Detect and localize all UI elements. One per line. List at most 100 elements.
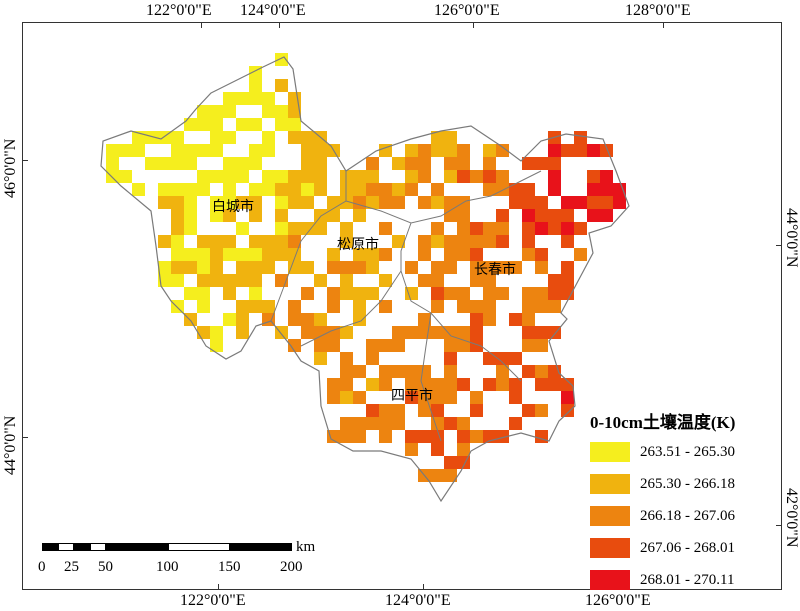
grid-cell	[249, 300, 262, 313]
grid-cell	[548, 183, 561, 196]
grid-cell	[379, 339, 392, 352]
right-lat-label: 44°0'0"N	[783, 208, 800, 268]
grid-cell	[444, 144, 457, 157]
grid-cell	[301, 144, 314, 157]
grid-cell	[548, 326, 561, 339]
grid-cell	[327, 248, 340, 261]
grid-cell	[314, 274, 327, 287]
grid-cell	[106, 144, 119, 157]
grid-cell	[249, 209, 262, 222]
grid-cell	[457, 378, 470, 391]
grid-cell	[522, 326, 535, 339]
legend-swatch	[590, 538, 630, 558]
grid-cell	[431, 469, 444, 482]
left-lat-label: 46°0'0"N	[2, 138, 19, 198]
grid-cell	[184, 196, 197, 209]
grid-cell	[158, 157, 171, 170]
grid-cell	[314, 326, 327, 339]
grid-cell	[275, 79, 288, 92]
grid-cell	[379, 378, 392, 391]
grid-cell	[392, 196, 405, 209]
grid-cell	[262, 261, 275, 274]
grid-cell	[548, 287, 561, 300]
scale-bar-unit: km	[296, 539, 316, 555]
grid-cell	[470, 430, 483, 443]
grid-cell	[522, 404, 535, 417]
legend-label: 265.30 - 266.18	[640, 475, 735, 492]
grid-cell	[431, 287, 444, 300]
grid-cell	[249, 287, 262, 300]
grid-cell	[535, 222, 548, 235]
grid-cell	[587, 209, 600, 222]
grid-cell	[509, 378, 522, 391]
grid-cell	[236, 196, 249, 209]
grid-cell	[314, 339, 327, 352]
grid-cell	[431, 183, 444, 196]
grid-cell	[444, 326, 457, 339]
grid-cell	[600, 196, 613, 209]
grid-cell	[197, 274, 210, 287]
grid-cell	[236, 300, 249, 313]
grid-cell	[379, 300, 392, 313]
grid-cell	[171, 235, 184, 248]
grid-cell	[249, 261, 262, 274]
grid-cell	[379, 222, 392, 235]
grid-cell	[457, 326, 470, 339]
grid-cell	[197, 261, 210, 274]
grid-cell	[236, 222, 249, 235]
grid-cell	[184, 183, 197, 196]
legend: 0-10cm土壤温度(K) 263.51 - 265.30 265.30 - 2…	[590, 408, 780, 601]
grid-cell	[210, 105, 223, 118]
grid-cell	[184, 222, 197, 235]
city-label-songyuan: 松原市	[337, 237, 379, 253]
grid-cell	[483, 378, 496, 391]
grid-cell	[444, 235, 457, 248]
grid-cell	[249, 118, 262, 131]
grid-cell	[548, 274, 561, 287]
grid-cell	[392, 157, 405, 170]
legend-label: 266.18 - 267.06	[640, 507, 735, 524]
grid-cell	[457, 222, 470, 235]
grid-cell	[366, 196, 379, 209]
grid-cell	[561, 144, 574, 157]
grid-cell	[327, 287, 340, 300]
top-lon-label: 126°0'0"E	[434, 2, 500, 19]
city-boundary	[300, 222, 412, 347]
grid-cell	[470, 235, 483, 248]
scale-bar-segment	[168, 543, 230, 551]
grid-cell	[340, 196, 353, 209]
bottom-lon-label: 126°0'0"E	[585, 592, 651, 609]
grid-cell	[132, 144, 145, 157]
top-lon-label: 124°0'0"E	[240, 2, 306, 19]
grid-cell	[405, 326, 418, 339]
grid-cell	[418, 157, 431, 170]
grid-cell	[210, 235, 223, 248]
grid-cell	[392, 326, 405, 339]
grid-cell	[340, 287, 353, 300]
grid-cell	[223, 157, 236, 170]
grid-cell	[405, 430, 418, 443]
grid-cell	[496, 209, 509, 222]
grid-cell	[223, 235, 236, 248]
grid-cell	[470, 261, 483, 274]
grid-cell	[444, 469, 457, 482]
grid-cell	[210, 118, 223, 131]
scale-bar-label: 0	[38, 559, 46, 575]
legend-title: 0-10cm土壤温度(K)	[590, 413, 736, 432]
grid-cell	[444, 157, 457, 170]
grid-cell	[236, 326, 249, 339]
grid-cell	[418, 248, 431, 261]
left-lat-label: 44°0'0"N	[2, 415, 19, 475]
grid-cell	[431, 196, 444, 209]
grid-cell	[379, 274, 392, 287]
grid-cell	[483, 157, 496, 170]
grid-cell	[561, 378, 574, 391]
grid-cell	[249, 183, 262, 196]
grid-cell	[444, 352, 457, 365]
grid-cell	[249, 196, 262, 209]
grid-cell	[236, 313, 249, 326]
grid-cell	[249, 248, 262, 261]
grid-cell	[314, 183, 327, 196]
grid-cell	[431, 144, 444, 157]
grid-cell	[171, 261, 184, 274]
